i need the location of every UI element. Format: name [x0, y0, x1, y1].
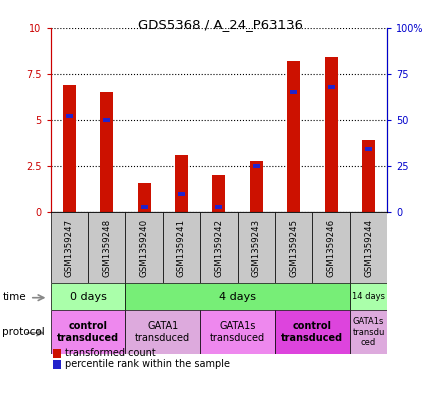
Bar [51, 212, 88, 283]
Bar [275, 310, 350, 354]
Text: GSM1359245: GSM1359245 [289, 219, 298, 277]
Bar [125, 283, 350, 310]
Bar [312, 212, 350, 283]
Bar [103, 118, 110, 122]
Bar [325, 57, 337, 212]
Text: GSM1359240: GSM1359240 [139, 219, 149, 277]
Bar [100, 92, 113, 212]
Text: protocol: protocol [2, 327, 45, 337]
Bar [88, 212, 125, 283]
Bar [178, 192, 185, 196]
Bar [290, 90, 297, 94]
Text: transformed count: transformed count [65, 348, 155, 358]
Bar [238, 212, 275, 283]
Bar [200, 212, 238, 283]
Bar [215, 205, 223, 209]
Text: GATA1
transduced: GATA1 transduced [135, 321, 191, 343]
Text: 4 days: 4 days [219, 292, 256, 302]
Bar [350, 310, 387, 354]
Bar [66, 114, 73, 118]
Bar [213, 175, 225, 212]
Text: 0 days: 0 days [70, 292, 106, 302]
Bar [275, 212, 312, 283]
Bar [327, 84, 335, 89]
Bar [63, 85, 76, 212]
Text: control
transduced: control transduced [281, 321, 344, 343]
Text: GSM1359241: GSM1359241 [177, 219, 186, 277]
Text: GSM1359243: GSM1359243 [252, 219, 261, 277]
Bar [350, 283, 387, 310]
Bar [253, 164, 260, 168]
Text: GSM1359246: GSM1359246 [326, 219, 336, 277]
Bar [51, 283, 125, 310]
Text: GSM1359244: GSM1359244 [364, 219, 373, 277]
Bar [362, 140, 375, 212]
Text: GSM1359248: GSM1359248 [102, 219, 111, 277]
Bar [125, 212, 163, 283]
Text: control
transduced: control transduced [57, 321, 119, 343]
Text: GSM1359242: GSM1359242 [214, 219, 224, 277]
Text: GSM1359247: GSM1359247 [65, 219, 74, 277]
Text: GATA1s
transduced: GATA1s transduced [210, 321, 265, 343]
Bar [138, 183, 150, 212]
Bar [287, 61, 300, 212]
Bar [140, 205, 148, 209]
Bar [200, 310, 275, 354]
Text: time: time [2, 292, 26, 302]
Bar [125, 310, 200, 354]
Bar [163, 212, 200, 283]
Text: GDS5368 / A_24_P63136: GDS5368 / A_24_P63136 [138, 18, 303, 31]
Text: GATA1s
transdu
ced: GATA1s transdu ced [352, 317, 385, 347]
Text: 14 days: 14 days [352, 292, 385, 301]
Text: percentile rank within the sample: percentile rank within the sample [65, 359, 230, 369]
Bar [51, 310, 125, 354]
Bar [175, 155, 188, 212]
Bar [250, 160, 263, 212]
Bar [350, 212, 387, 283]
Bar [365, 147, 372, 151]
